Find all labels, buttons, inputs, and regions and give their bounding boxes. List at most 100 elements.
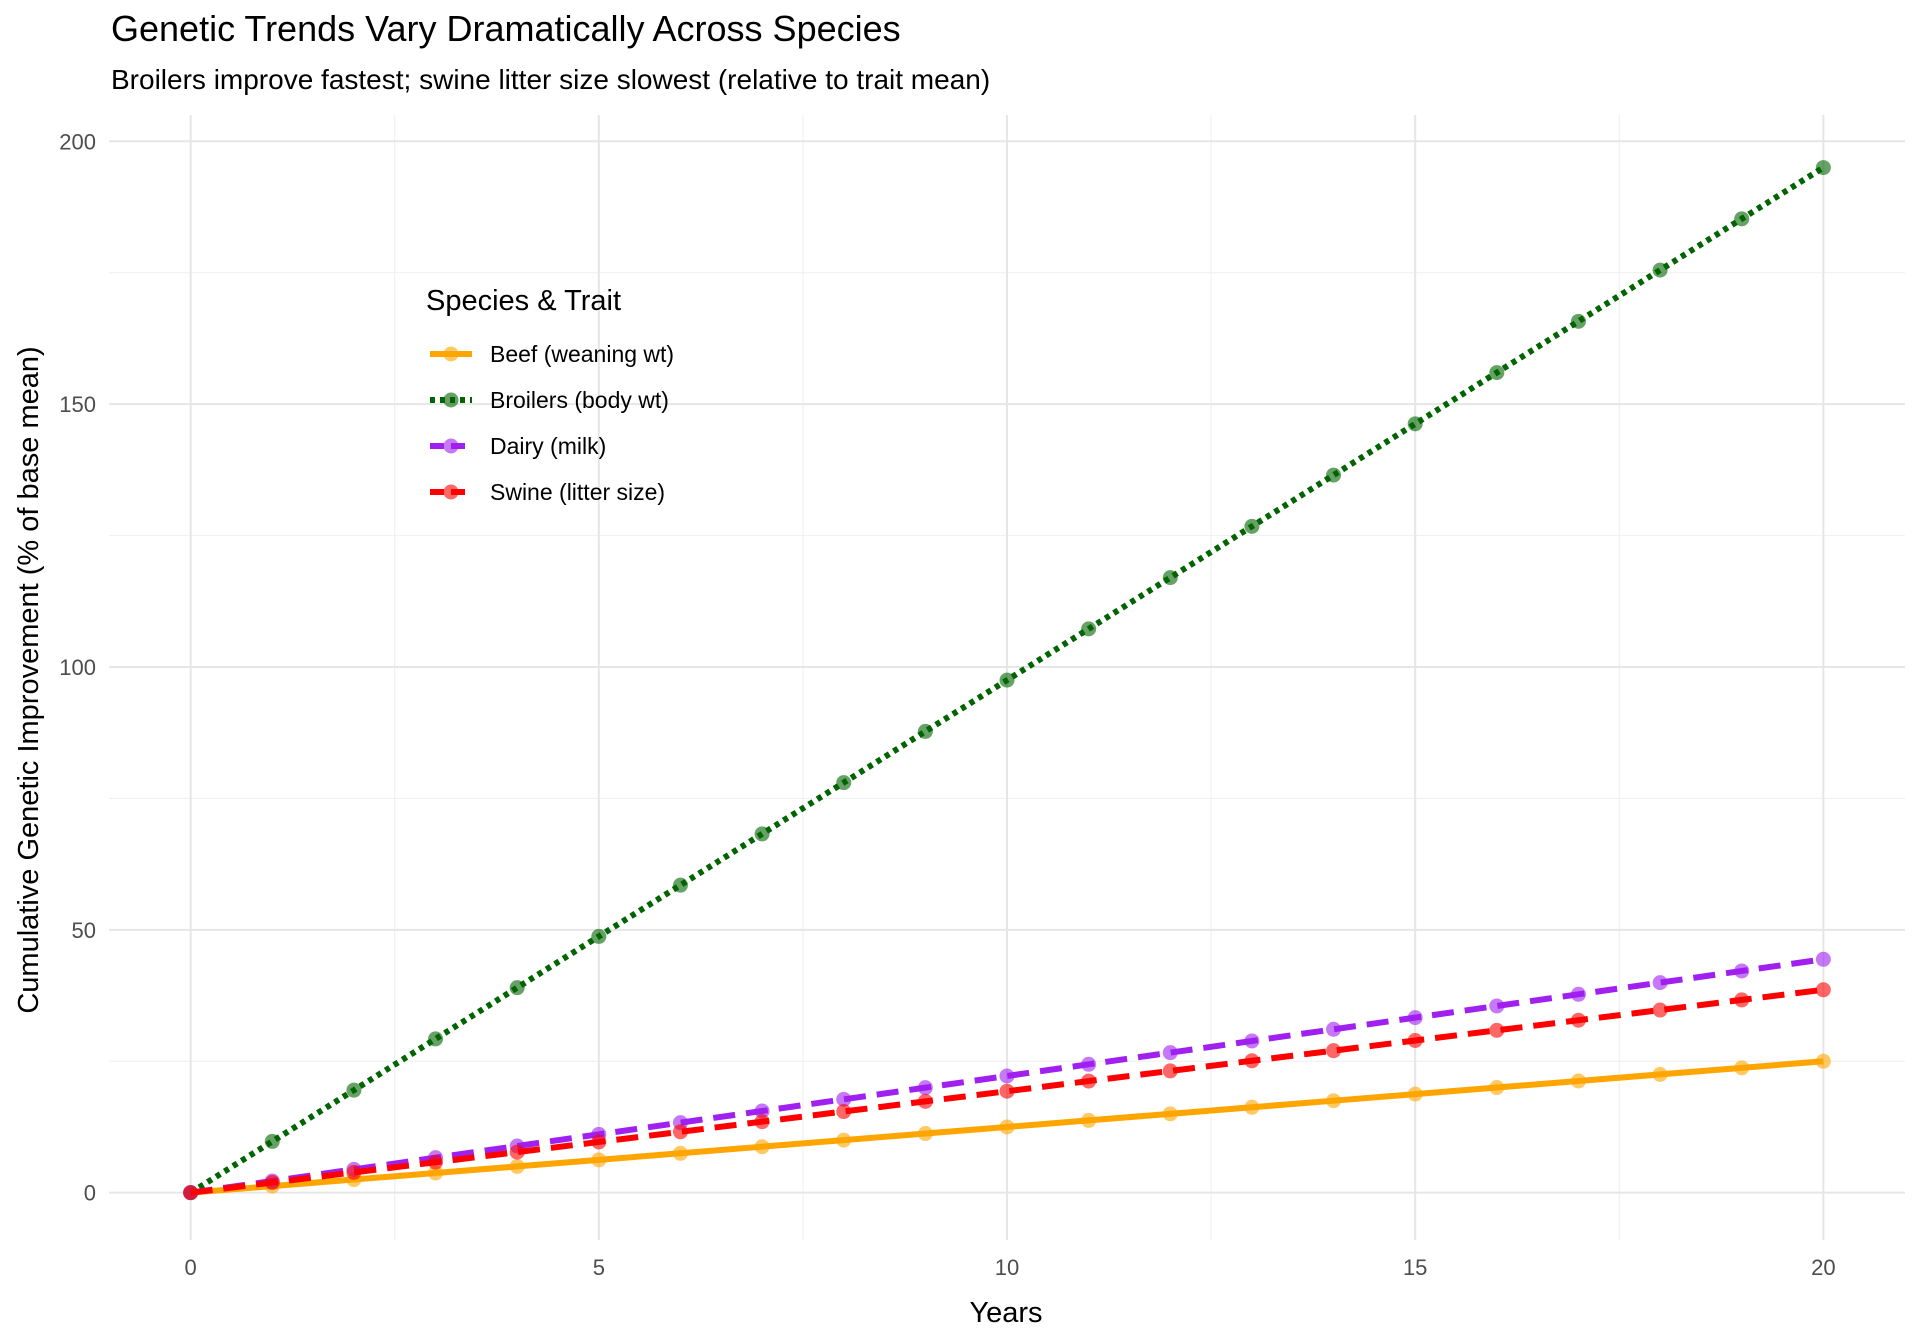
x-axis-title: Years bbox=[969, 1297, 1042, 1329]
y-axis-title: Cumulative Genetic Improvement (% of bas… bbox=[13, 346, 45, 1013]
data-point-beef bbox=[1244, 1099, 1260, 1115]
data-point-broilers bbox=[428, 1031, 444, 1047]
chart-title: Genetic Trends Vary Dramatically Across … bbox=[111, 8, 901, 49]
y-tick-label: 100 bbox=[59, 655, 96, 680]
data-point-broilers bbox=[1815, 160, 1831, 176]
y-tick-label: 200 bbox=[59, 129, 96, 154]
data-point-broilers bbox=[1570, 313, 1586, 329]
data-point-dairy bbox=[1815, 951, 1831, 967]
chart-subtitle: Broilers improve fastest; swine litter s… bbox=[111, 64, 991, 95]
data-point-swine bbox=[1326, 1043, 1342, 1059]
data-point-swine bbox=[1081, 1073, 1097, 1089]
series-line-dairy bbox=[190, 956, 1824, 1196]
data-point-broilers bbox=[1081, 621, 1097, 637]
legend-title: Species & Trait bbox=[426, 285, 621, 317]
data-point-dairy bbox=[754, 1103, 770, 1119]
data-point-dairy bbox=[836, 1091, 852, 1107]
data-point-beef bbox=[1162, 1106, 1178, 1122]
legend-marker-swine bbox=[443, 484, 459, 500]
data-point-dairy bbox=[999, 1068, 1015, 1084]
grid-lines bbox=[109, 115, 1905, 1240]
data-point-swine bbox=[428, 1154, 444, 1170]
data-point-dairy bbox=[1734, 963, 1750, 979]
x-tick-label: 15 bbox=[1403, 1255, 1427, 1280]
legend-marker-broilers bbox=[443, 392, 459, 408]
data-point-dairy bbox=[1407, 1010, 1423, 1026]
legend-label-broilers: Broilers (body wt) bbox=[490, 387, 669, 413]
data-point-dairy bbox=[1489, 998, 1505, 1014]
data-point-broilers bbox=[754, 826, 770, 842]
data-point-swine bbox=[999, 1083, 1015, 1099]
data-point-broilers bbox=[836, 775, 852, 791]
legend-marker-dairy bbox=[443, 438, 459, 454]
data-point-swine bbox=[1815, 982, 1831, 998]
data-point-dairy bbox=[1162, 1045, 1178, 1061]
data-point-beef bbox=[1489, 1080, 1505, 1096]
data-point-broilers bbox=[917, 723, 933, 739]
data-point-beef bbox=[754, 1139, 770, 1155]
data-point-broilers bbox=[509, 980, 525, 996]
data-point-swine bbox=[1407, 1032, 1423, 1048]
data-point-swine bbox=[836, 1104, 852, 1120]
data-point-beef bbox=[836, 1132, 852, 1148]
data-point-dairy bbox=[1326, 1021, 1342, 1037]
data-point-broilers bbox=[264, 1133, 280, 1149]
data-point-broilers bbox=[1489, 365, 1505, 381]
x-tick-label: 5 bbox=[593, 1255, 605, 1280]
data-point-beef bbox=[428, 1165, 444, 1181]
data-point-swine bbox=[509, 1144, 525, 1160]
data-point-beef bbox=[1081, 1112, 1097, 1128]
data-point-beef bbox=[1734, 1060, 1750, 1076]
data-point-broilers bbox=[1734, 211, 1750, 227]
data-point-swine bbox=[754, 1114, 770, 1130]
data-point-broilers bbox=[1407, 416, 1423, 432]
data-point-beef bbox=[1652, 1066, 1668, 1082]
legend-label-dairy: Dairy (milk) bbox=[490, 433, 606, 459]
data-point-beef bbox=[1407, 1086, 1423, 1102]
data-point-swine bbox=[264, 1175, 280, 1191]
data-point-beef bbox=[917, 1126, 933, 1142]
data-point-dairy bbox=[1570, 986, 1586, 1002]
data-point-beef bbox=[1570, 1073, 1586, 1089]
data-point-swine bbox=[1489, 1022, 1505, 1038]
data-point-broilers bbox=[591, 928, 607, 944]
data-point-beef bbox=[509, 1158, 525, 1174]
data-point-dairy bbox=[917, 1080, 933, 1096]
legend-label-beef: Beef (weaning wt) bbox=[490, 341, 674, 367]
y-tick-label: 0 bbox=[84, 1181, 96, 1206]
data-point-swine bbox=[591, 1134, 607, 1150]
legend-marker-beef bbox=[443, 346, 459, 362]
data-point-broilers bbox=[1326, 467, 1342, 483]
legend: Species & Trait Beef (weaning wt) Broiler… bbox=[426, 285, 674, 505]
x-tick-label: 10 bbox=[995, 1255, 1019, 1280]
data-point-broilers bbox=[1162, 570, 1178, 586]
data-point-broilers bbox=[999, 672, 1015, 688]
series-lines bbox=[183, 160, 1831, 1201]
data-point-broilers bbox=[1244, 518, 1260, 534]
data-point-swine bbox=[1244, 1053, 1260, 1069]
series-line-swine bbox=[190, 986, 1824, 1196]
data-point-broilers bbox=[672, 877, 688, 893]
data-point-beef bbox=[591, 1152, 607, 1168]
data-point-swine bbox=[1652, 1002, 1668, 1018]
y-tick-label: 150 bbox=[59, 392, 96, 417]
data-point-dairy bbox=[1081, 1056, 1097, 1072]
y-tick-label: 50 bbox=[72, 918, 96, 943]
data-point-swine bbox=[672, 1124, 688, 1140]
x-tick-label: 20 bbox=[1811, 1255, 1835, 1280]
data-point-dairy bbox=[1244, 1033, 1260, 1049]
data-point-swine bbox=[1162, 1063, 1178, 1079]
data-point-broilers bbox=[346, 1082, 362, 1098]
data-point-beef bbox=[1326, 1093, 1342, 1109]
data-point-beef bbox=[999, 1119, 1015, 1135]
data-point-swine bbox=[1734, 992, 1750, 1008]
data-point-beef bbox=[1815, 1053, 1831, 1069]
data-point-swine bbox=[1570, 1012, 1586, 1028]
data-point-swine bbox=[346, 1164, 362, 1180]
data-point-dairy bbox=[1652, 975, 1668, 991]
data-point-beef bbox=[672, 1145, 688, 1161]
legend-label-swine: Swine (litter size) bbox=[490, 479, 665, 505]
data-point-broilers bbox=[1652, 262, 1668, 278]
